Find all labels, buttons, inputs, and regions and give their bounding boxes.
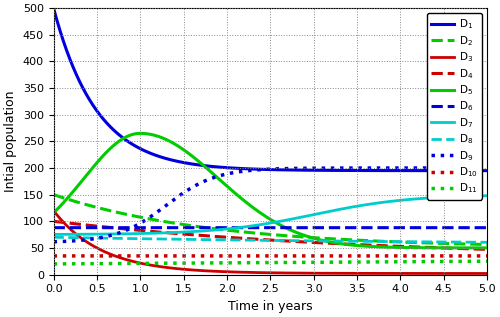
Legend: D$_1$, D$_2$, D$_3$, D$_4$, D$_5$, D$_6$, D$_7$, D$_8$, D$_9$, D$_{10}$, D$_{11}: D$_1$, D$_2$, D$_3$, D$_4$, D$_5$, D$_6$…: [426, 13, 482, 199]
X-axis label: Time in years: Time in years: [228, 300, 312, 313]
Y-axis label: Intial population: Intial population: [4, 91, 17, 192]
